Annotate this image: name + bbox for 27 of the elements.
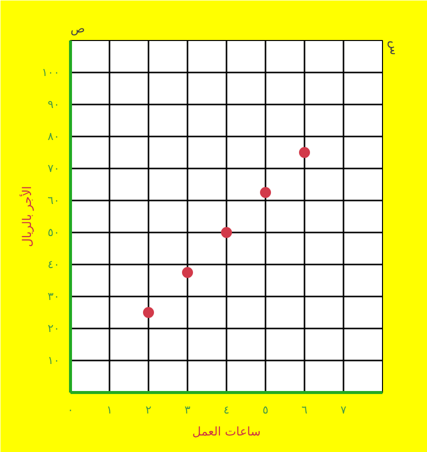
y-tick-label: ٩٠ xyxy=(48,98,60,111)
y-axis-title: الأجر بالريال xyxy=(18,186,34,248)
x-tick-label: ٤ xyxy=(224,404,230,416)
x-tick-label: ٦ xyxy=(302,404,308,416)
text: س xyxy=(388,40,402,56)
y-tick-label: ٧٠ xyxy=(48,162,60,175)
y-tick-label: ٣٠ xyxy=(48,290,60,303)
point xyxy=(182,267,193,278)
point xyxy=(221,227,232,238)
x-tick-label: ٥ xyxy=(262,404,269,416)
y-tick-label: ٢٠ xyxy=(48,322,60,335)
y-tick-label: ١٠٠ xyxy=(42,66,60,79)
x-tick-label: ٢ xyxy=(146,404,152,416)
y-tick-label: ٤٠ xyxy=(48,258,60,271)
point xyxy=(143,307,154,318)
y-tick-label: ٨٠ xyxy=(48,130,60,143)
point xyxy=(260,187,271,198)
x-tick-label: ١ xyxy=(106,404,112,416)
x-tick-label: ٣ xyxy=(184,404,191,416)
text: ص xyxy=(70,22,86,36)
x-tick-label: ٧ xyxy=(340,404,347,416)
point xyxy=(299,147,310,158)
x-tick-label: ٠ xyxy=(68,404,74,416)
x-axis-title: ساعات العمل xyxy=(192,424,261,438)
y-tick-label: ٥٠ xyxy=(48,226,60,239)
y-tick-label: ١٠ xyxy=(48,354,60,367)
y-tick-label: ٦٠ xyxy=(48,194,60,207)
